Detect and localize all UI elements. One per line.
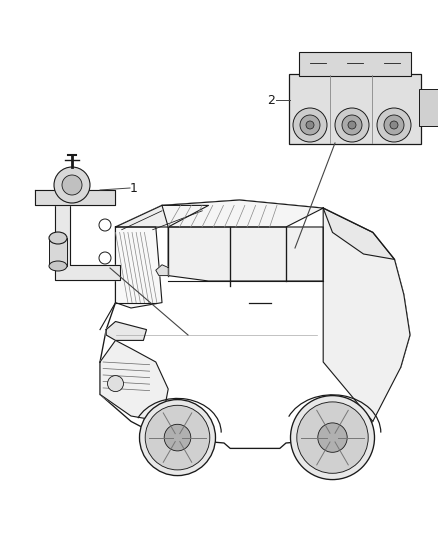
Circle shape: [99, 219, 111, 231]
Polygon shape: [323, 208, 395, 260]
Circle shape: [318, 423, 347, 453]
Circle shape: [107, 376, 124, 392]
Circle shape: [164, 424, 191, 451]
FancyBboxPatch shape: [289, 74, 421, 144]
Ellipse shape: [49, 232, 67, 244]
Circle shape: [306, 121, 314, 129]
Text: 1: 1: [130, 182, 138, 195]
Circle shape: [390, 121, 398, 129]
Polygon shape: [116, 205, 208, 227]
Polygon shape: [168, 227, 323, 281]
Circle shape: [384, 115, 404, 135]
Circle shape: [300, 115, 320, 135]
Polygon shape: [156, 265, 168, 276]
Circle shape: [348, 121, 356, 129]
Text: 2: 2: [267, 93, 275, 107]
Polygon shape: [100, 200, 410, 448]
Circle shape: [145, 405, 210, 470]
Ellipse shape: [49, 261, 67, 271]
FancyBboxPatch shape: [419, 89, 438, 126]
Polygon shape: [55, 200, 120, 280]
Polygon shape: [323, 208, 410, 422]
Polygon shape: [116, 227, 162, 308]
Circle shape: [342, 115, 362, 135]
Circle shape: [62, 175, 82, 195]
Circle shape: [377, 108, 411, 142]
Circle shape: [293, 108, 327, 142]
Polygon shape: [100, 341, 168, 422]
Circle shape: [139, 400, 215, 475]
Circle shape: [99, 252, 111, 264]
FancyBboxPatch shape: [49, 238, 67, 266]
Circle shape: [290, 395, 374, 480]
Polygon shape: [35, 190, 115, 205]
Polygon shape: [162, 200, 323, 227]
Polygon shape: [106, 321, 146, 341]
Circle shape: [335, 108, 369, 142]
Circle shape: [297, 402, 368, 473]
FancyBboxPatch shape: [299, 52, 411, 76]
Circle shape: [54, 167, 90, 203]
